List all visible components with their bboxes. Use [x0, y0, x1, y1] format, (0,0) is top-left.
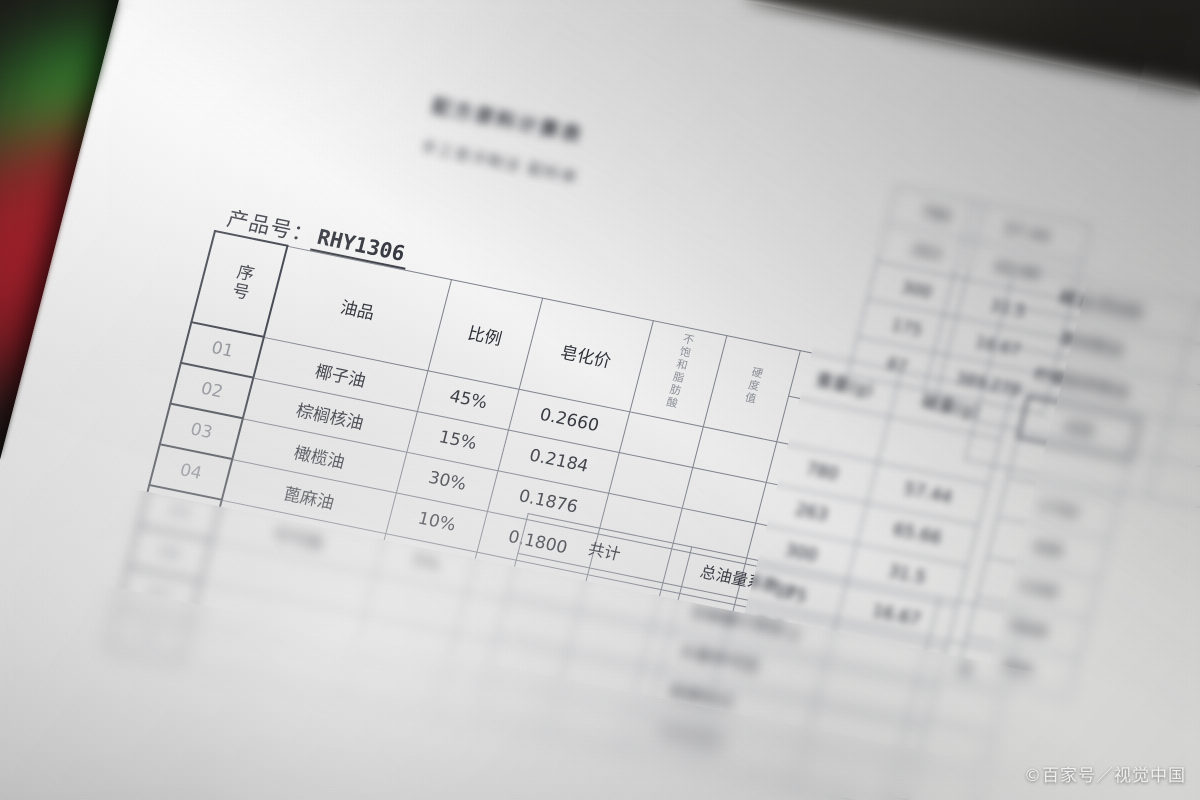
watermark: ©百家号／视觉中国	[1024, 766, 1186, 786]
document-title: 配方原料计算表	[429, 95, 586, 148]
cell-additive-amount	[1148, 458, 1200, 516]
document-subtitle: 手工皂冷制法 配料单	[419, 137, 581, 188]
